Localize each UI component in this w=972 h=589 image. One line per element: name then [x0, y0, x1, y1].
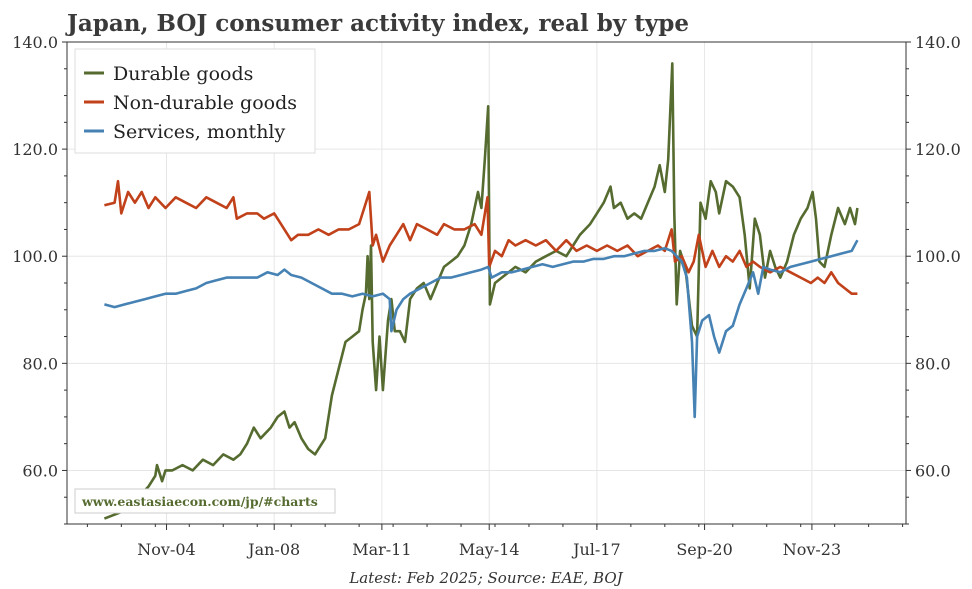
- y-tick-label-left: 80.0: [22, 354, 58, 373]
- legend-label-durable: Durable goods: [113, 63, 253, 85]
- legend: Durable goods Non-durable goods Services…: [74, 48, 316, 154]
- x-tick-label: Nov-23: [783, 540, 841, 559]
- legend-label-nondurable: Non-durable goods: [113, 92, 297, 114]
- x-tick-label: May-14: [459, 540, 520, 559]
- y-tick-label-right: 120.0: [915, 140, 961, 159]
- y-tick-label-right: 60.0: [915, 461, 951, 480]
- y-tick-label-left: 120.0: [12, 140, 58, 159]
- x-tick-label: Sep-20: [676, 540, 732, 559]
- legend-box: [74, 48, 316, 154]
- axes: 60.0 60.0 80.0 80.0 100.0 100.0 120.0 120.0 140.…: [12, 33, 961, 559]
- series-line-services: [104, 239, 859, 419]
- legend-label-services: Services, monthly: [113, 121, 286, 143]
- y-tick-label-right: 80.0: [915, 354, 951, 373]
- series-lines: [103, 62, 859, 520]
- y-tick-label-left: 60.0: [22, 461, 58, 480]
- series-line-durable-goods: [103, 62, 859, 520]
- chart-title: Japan, BOJ consumer activity index, real…: [65, 10, 689, 37]
- x-tick-label: Nov-04: [137, 540, 195, 559]
- y-tick-label-left: 100.0: [12, 247, 58, 266]
- y-tick-label-right: 100.0: [915, 247, 961, 266]
- y-tick-label-left: 140.0: [12, 33, 58, 52]
- watermark-box: www.eastasiaecon.com/jp/#charts: [74, 488, 336, 514]
- series-line-non-durable-goods: [104, 179, 858, 295]
- chart-caption: Latest: Feb 2025; Source: EAE, BOJ: [348, 569, 623, 587]
- x-tick-label: Jan-08: [246, 540, 300, 559]
- x-tick-label: Mar-11: [352, 540, 411, 559]
- y-tick-label-right: 140.0: [915, 33, 961, 52]
- x-tick-label: Jul-17: [571, 540, 621, 559]
- watermark-text: www.eastasiaecon.com/jp/#charts: [81, 494, 318, 509]
